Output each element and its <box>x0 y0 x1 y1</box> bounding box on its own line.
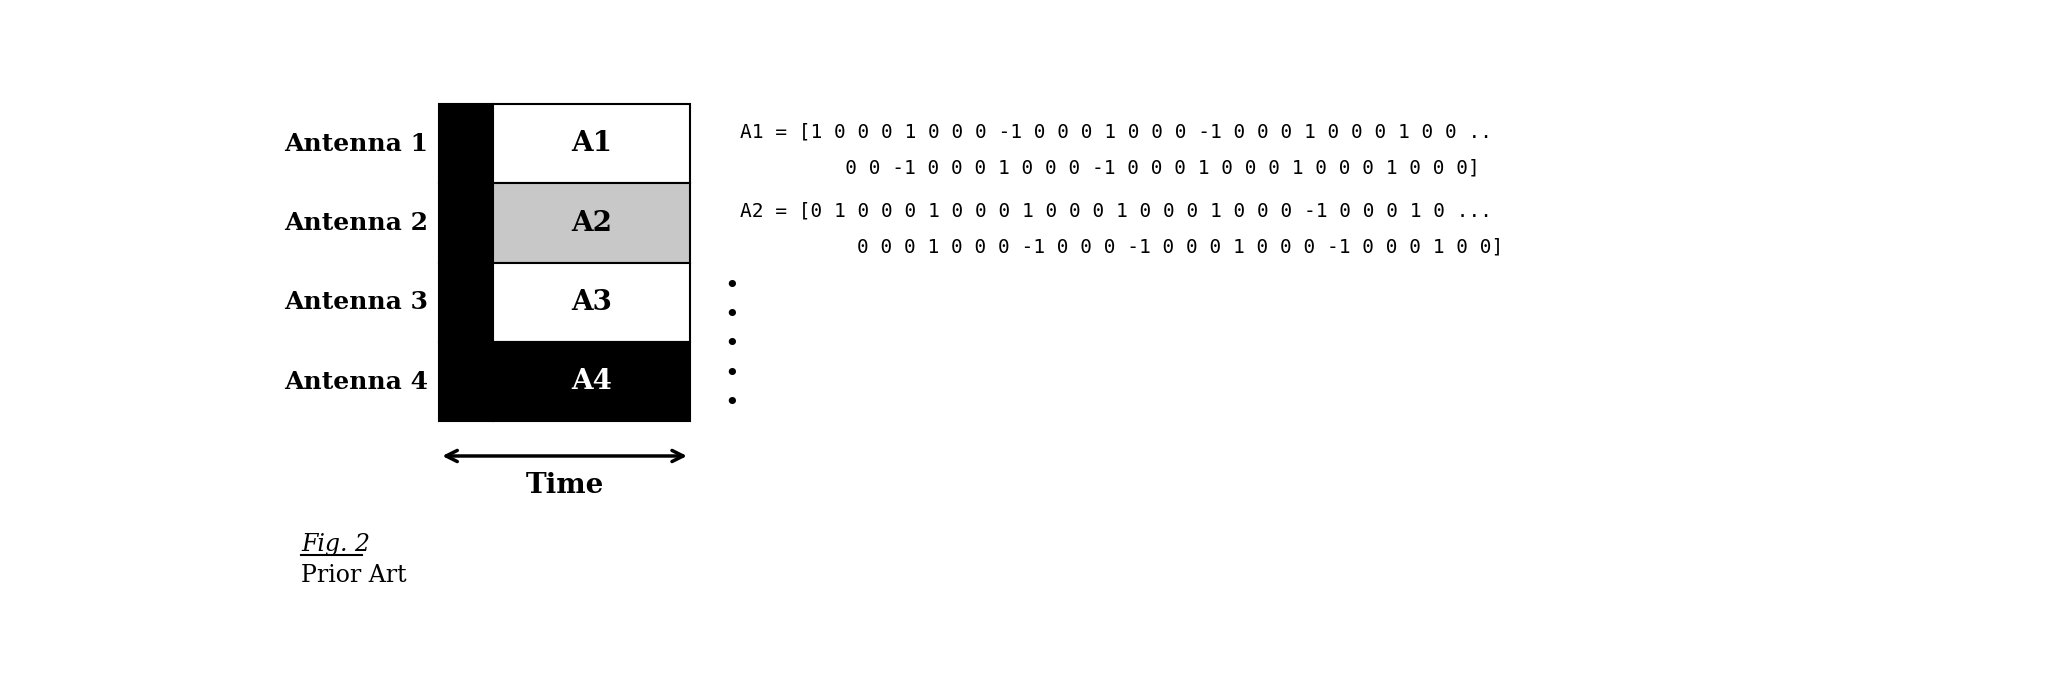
Text: Antenna 1: Antenna 1 <box>284 132 428 156</box>
Text: Prior Art: Prior Art <box>300 564 407 587</box>
Text: •: • <box>724 303 739 327</box>
Text: Time: Time <box>525 472 603 499</box>
Bar <box>440 184 494 263</box>
Text: •: • <box>724 362 739 385</box>
Text: •: • <box>724 391 739 415</box>
Text: A2 = [0 1 0 0 0 1 0 0 0 1 0 0 0 1 0 0 0 1 0 0 0 -1 0 0 0 1 0 ...: A2 = [0 1 0 0 0 1 0 0 0 1 0 0 0 1 0 0 0 … <box>739 202 1492 221</box>
Bar <box>440 342 494 421</box>
Bar <box>494 184 689 263</box>
Text: A3: A3 <box>572 289 611 316</box>
Text: Antenna 4: Antenna 4 <box>284 370 428 394</box>
Bar <box>494 342 689 421</box>
Bar <box>494 263 689 342</box>
Text: A4: A4 <box>572 368 611 395</box>
Text: Fig. 2: Fig. 2 <box>300 533 370 556</box>
Bar <box>440 104 494 184</box>
Text: •: • <box>724 274 739 298</box>
Text: Antenna 2: Antenna 2 <box>284 211 428 235</box>
Text: Antenna 3: Antenna 3 <box>284 290 428 315</box>
Bar <box>494 104 689 184</box>
Text: 0 0 -1 0 0 0 1 0 0 0 -1 0 0 0 1 0 0 0 1 0 0 0 1 0 0 0]: 0 0 -1 0 0 0 1 0 0 0 -1 0 0 0 1 0 0 0 1 … <box>764 158 1480 177</box>
Text: A2: A2 <box>570 209 611 236</box>
Text: A1: A1 <box>570 130 611 157</box>
Text: •: • <box>724 332 739 356</box>
Text: A1 = [1 0 0 0 1 0 0 0 -1 0 0 0 1 0 0 0 -1 0 0 0 1 0 0 0 1 0 0 ..: A1 = [1 0 0 0 1 0 0 0 -1 0 0 0 1 0 0 0 -… <box>739 122 1492 141</box>
Bar <box>440 263 494 342</box>
Text: 0 0 0 1 0 0 0 -1 0 0 0 -1 0 0 0 1 0 0 0 -1 0 0 0 1 0 0]: 0 0 0 1 0 0 0 -1 0 0 0 -1 0 0 0 1 0 0 0 … <box>764 238 1502 256</box>
